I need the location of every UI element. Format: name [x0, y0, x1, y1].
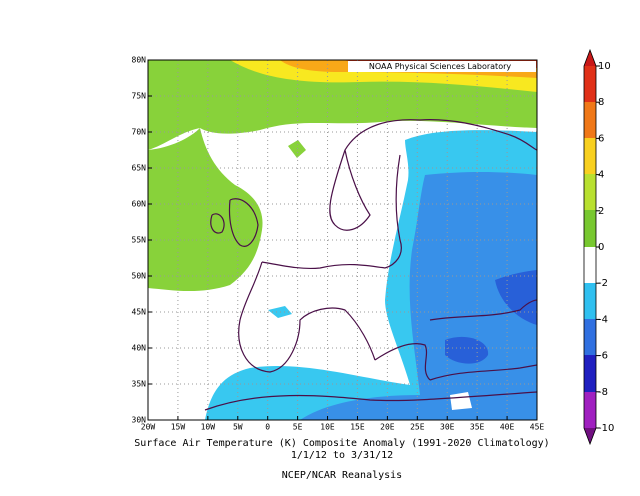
colorbar-label: -8	[598, 387, 608, 398]
colorbar-label: 4	[598, 170, 604, 181]
caption-line-1: Surface Air Temperature (K) Composite An…	[134, 438, 549, 449]
lon-label: 5E	[293, 423, 303, 432]
lat-label: 50N	[132, 272, 147, 281]
lon-label: 10E	[320, 423, 335, 432]
lat-label: 70N	[132, 128, 147, 137]
colorbar-label: 6	[598, 133, 604, 144]
lon-label: 15E	[350, 423, 365, 432]
caption-line-2: 1/1/12 to 3/31/12	[291, 450, 393, 461]
lon-label: 20W	[141, 423, 156, 432]
lon-label: 10W	[201, 423, 216, 432]
lat-label: 35N	[132, 380, 147, 389]
colorbar-label: -4	[598, 314, 608, 325]
map-fill	[148, 60, 537, 420]
lat-label: 75N	[132, 92, 147, 101]
grid	[148, 60, 537, 420]
colorbar-label: 10	[598, 61, 611, 72]
colorbar-label: -10	[598, 423, 614, 434]
lon-label: 25E	[410, 423, 425, 432]
coastlines	[204, 119, 537, 411]
lon-label: 45E	[530, 423, 545, 432]
colorbar-label: -2	[598, 278, 608, 289]
lat-label: 55N	[132, 236, 147, 245]
lat-label: 65N	[132, 164, 147, 173]
credit-box	[348, 61, 536, 72]
lat-label: 60N	[132, 200, 147, 209]
lat-label: 45N	[132, 308, 147, 317]
caption-line-3: NCEP/NCAR Reanalysis	[282, 470, 402, 481]
colorbar-label: 2	[598, 206, 604, 217]
lat-label: 40N	[132, 344, 147, 353]
colorbar	[583, 48, 597, 446]
lon-label: 0	[265, 423, 270, 432]
lat-label: 30N	[132, 416, 147, 425]
lon-label: 40E	[500, 423, 515, 432]
colorbar-label: -6	[598, 351, 608, 362]
lon-label: 20E	[380, 423, 395, 432]
lon-label: 30E	[440, 423, 455, 432]
lon-label: 35E	[470, 423, 485, 432]
colorbar-label: 0	[598, 242, 604, 253]
credit: NOAA Physical Sciences Laboratory	[369, 62, 512, 71]
colorbar-label: 8	[598, 97, 604, 108]
lon-label: 15W	[171, 423, 186, 432]
lon-label: 5W	[233, 423, 243, 432]
lat-label: 80N	[132, 56, 147, 65]
